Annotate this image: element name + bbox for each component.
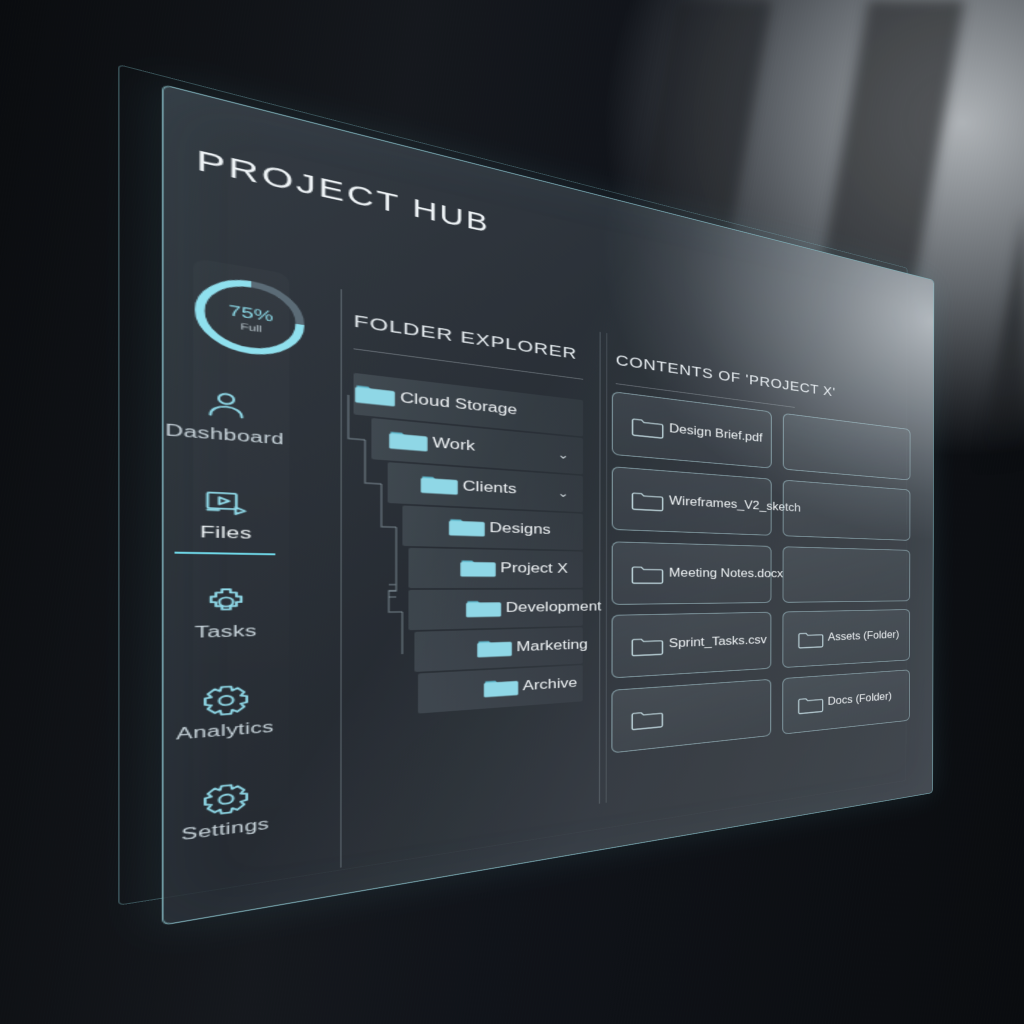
- svg-text:75%: 75%: [228, 302, 273, 325]
- svg-text:Full: Full: [241, 321, 262, 334]
